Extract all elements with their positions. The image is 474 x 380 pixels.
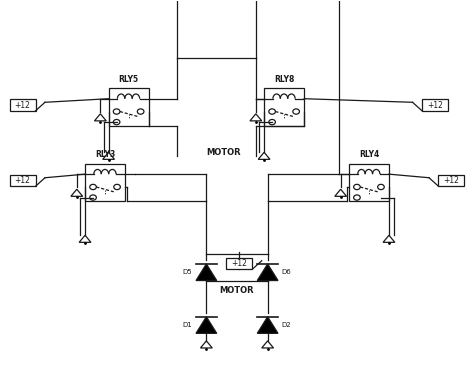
Bar	[85, 164, 125, 201]
Polygon shape	[196, 317, 217, 333]
Bar	[9, 175, 36, 186]
Text: MOTOR: MOTOR	[219, 286, 255, 295]
Text: RLY4: RLY4	[359, 150, 379, 159]
Bar	[264, 88, 304, 126]
Bar	[422, 100, 448, 111]
Text: +12: +12	[231, 259, 247, 268]
Text: D6: D6	[282, 269, 292, 275]
Text: D1: D1	[182, 322, 192, 328]
Text: +12: +12	[444, 176, 459, 185]
Polygon shape	[257, 317, 278, 333]
Text: RLY3: RLY3	[95, 150, 115, 159]
Text: D5: D5	[182, 269, 192, 275]
Text: +12: +12	[15, 101, 30, 109]
Polygon shape	[196, 264, 217, 280]
Bar	[109, 88, 149, 126]
Bar	[227, 258, 252, 269]
Polygon shape	[257, 264, 278, 280]
Text: RLY5: RLY5	[118, 74, 139, 84]
Bar	[438, 175, 465, 186]
Text: RLY8: RLY8	[274, 74, 294, 84]
Bar	[349, 164, 389, 201]
Text: MOTOR: MOTOR	[206, 148, 241, 157]
Bar	[9, 100, 36, 111]
Text: D2: D2	[282, 322, 292, 328]
Text: +12: +12	[15, 176, 30, 185]
Text: +12: +12	[427, 101, 443, 109]
